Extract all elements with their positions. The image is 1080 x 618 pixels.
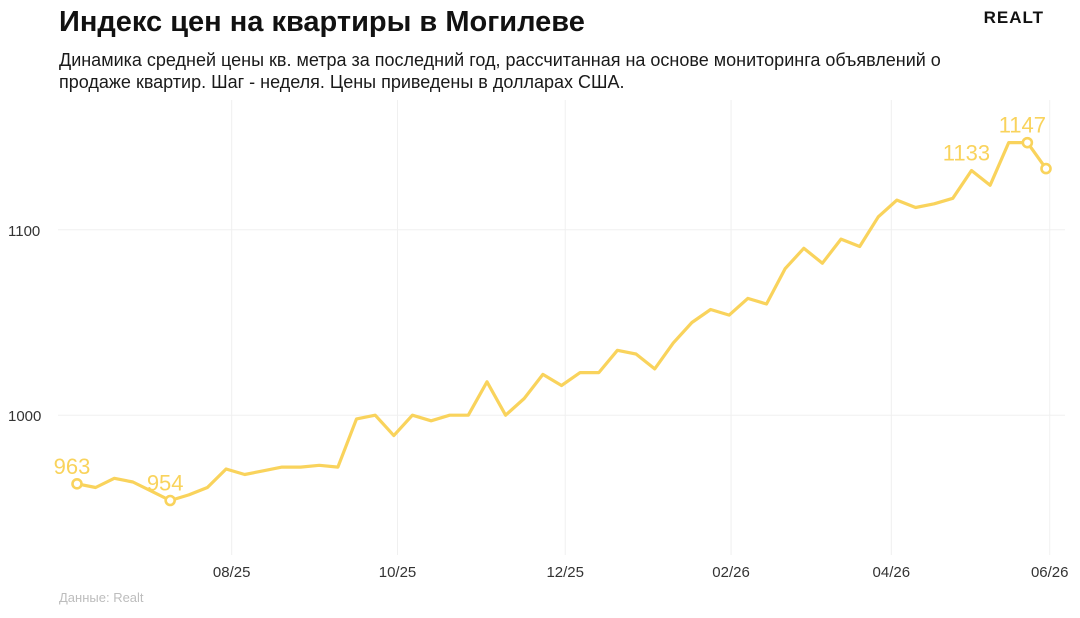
y-tick-label: 1100 [8, 223, 40, 240]
series-line [75, 141, 1048, 503]
realt-logo: REALT [983, 8, 1044, 27]
data-label: 954 [147, 471, 184, 496]
source-note: Данные: Realt [59, 590, 144, 605]
data-labels: 963 954 1133 1147 [54, 113, 1046, 496]
x-tick-label: 06/26 [1031, 564, 1069, 581]
y-tick-label: 1000 [8, 408, 41, 425]
x-tick-label: 02/26 [712, 564, 750, 581]
data-point-marker [71, 478, 83, 490]
page-title: Индекс цен на квартиры в Могилеве [59, 6, 585, 38]
x-tick-label: 04/26 [873, 564, 911, 581]
axis-ticks: 1000 1100 08/25 10/25 12/25 02/26 04/26 06/26 [8, 223, 1069, 581]
data-label: 1133 [943, 140, 990, 165]
chart-subtitle: Динамика средней цены кв. метра за после… [59, 50, 941, 92]
data-point-marker [1040, 162, 1052, 175]
x-tick-label: 12/25 [546, 564, 584, 581]
grid [58, 100, 1065, 555]
data-point-marker [164, 494, 176, 507]
data-label: 1147 [999, 113, 1046, 138]
x-tick-label: 08/25 [213, 564, 251, 581]
markers [71, 136, 1052, 507]
data-point-marker [1021, 136, 1034, 149]
series-line-layer [75, 141, 1048, 503]
data-label: 963 [54, 454, 91, 479]
x-tick-label: 10/25 [379, 564, 417, 581]
